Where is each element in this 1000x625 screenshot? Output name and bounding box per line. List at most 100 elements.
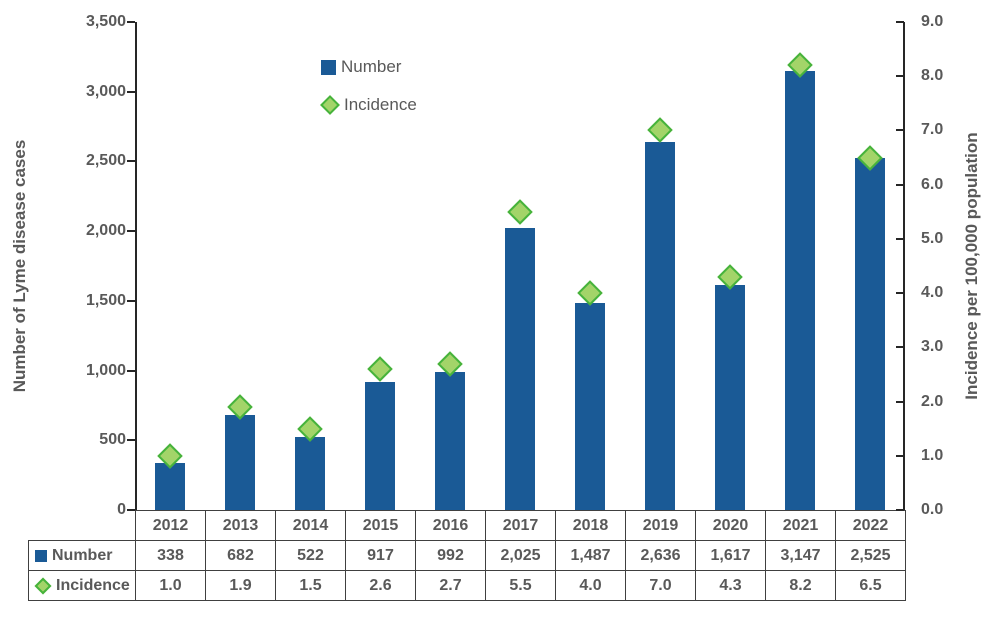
left-axis-tick-label: 0 — [117, 501, 126, 518]
year-header-2019: 2019 — [625, 510, 696, 541]
incidence-cell-2017: 5.5 — [485, 570, 556, 601]
number-cell-2018: 1,487 — [555, 540, 626, 571]
table-row-incidence: Incidence 1.0 1.9 1.5 2.6 2.7 5.5 4.0 7.0 4.3 8.2 6… — [28, 570, 906, 601]
year-header-2014: 2014 — [275, 510, 346, 541]
incidence-marker-2015 — [367, 356, 393, 382]
year-header-2018: 2018 — [555, 510, 626, 541]
legend-label-incidence: Incidence — [344, 95, 417, 114]
incidence-cell-2021: 8.2 — [765, 570, 836, 601]
year-header-2015: 2015 — [345, 510, 416, 541]
bar-2019 — [645, 142, 675, 510]
left-axis-tick-mark — [127, 299, 135, 302]
right-axis-tick-mark — [896, 183, 904, 186]
right-axis-tick-mark — [896, 292, 904, 295]
incidence-series-swatch-icon — [34, 577, 52, 594]
right-axis-tick-label: 8.0 — [921, 67, 944, 85]
right-axis-tick-label: 3.0 — [921, 338, 944, 356]
legend-item-number: Number — [321, 55, 417, 79]
left-axis-tick-mark — [127, 439, 135, 442]
incidence-series-swatch-icon — [320, 95, 340, 115]
number-series-swatch-icon — [35, 549, 47, 562]
bar-2012 — [155, 462, 185, 510]
row-label-inner: Incidence — [29, 577, 135, 595]
left-axis-tick-label: 1,500 — [85, 291, 126, 309]
legend-item-incidence: Incidence — [320, 93, 417, 117]
row-label-incidence: Incidence — [28, 570, 136, 601]
year-header-2013: 2013 — [205, 510, 276, 541]
number-cell-2022: 2,525 — [835, 540, 906, 571]
table-year-row: 2012 2013 2014 2015 2016 2017 2018 2019 2020 2021… — [29, 510, 906, 541]
incidence-marker-2019 — [647, 117, 673, 144]
bar-2016 — [435, 371, 465, 510]
number-cell-2021: 3,147 — [765, 540, 836, 571]
legend: Number Incidence — [320, 55, 417, 131]
legend-label-number: Number — [341, 57, 402, 76]
bar-2021 — [785, 71, 815, 510]
left-axis-tick-mark — [127, 90, 135, 93]
table-row-number: Number 338 682 522 917 992 2,025 1,487 2,636 1,61… — [28, 540, 906, 571]
right-axis-tick-label: 5.0 — [921, 229, 944, 247]
incidence-cell-2018: 4.0 — [555, 570, 626, 601]
row-label-text: Number — [52, 546, 113, 564]
number-series-swatch-icon — [321, 59, 336, 75]
incidence-cell-2012: 1.0 — [135, 570, 206, 601]
left-axis-tick-mark — [127, 369, 135, 372]
incidence-cell-2013: 1.9 — [205, 570, 276, 601]
incidence-cell-2019: 7.0 — [625, 570, 696, 601]
number-cell-2013: 682 — [205, 540, 276, 571]
right-axis-tick-mark — [896, 454, 904, 457]
left-axis-tick-label: 500 — [99, 431, 126, 449]
left-axis-title: Number of Lyme disease cases — [10, 139, 29, 393]
right-axis-tick-label: 7.0 — [921, 121, 944, 139]
number-cell-2020: 1,617 — [695, 540, 766, 571]
left-axis-tick-mark — [127, 230, 135, 233]
right-axis-tick-mark — [896, 21, 904, 23]
number-cell-2017: 2,025 — [485, 540, 556, 571]
bar-2013 — [225, 414, 255, 510]
incidence-cell-2014: 1.5 — [275, 570, 346, 601]
incidence-cell-2020: 4.3 — [695, 570, 766, 601]
row-label-number: Number — [28, 540, 136, 571]
incidence-marker-2017 — [507, 199, 533, 225]
data-table: 2012 2013 2014 2015 2016 2017 2018 2019 2020 2021… — [28, 510, 906, 601]
right-axis-title: Incidence per 100,000 population — [962, 132, 981, 400]
bar-2015 — [365, 382, 395, 510]
left-axis-tick-label: 3,000 — [85, 82, 126, 100]
left-axis-tick-mark — [127, 21, 135, 23]
right-axis-tick-label: 6.0 — [921, 175, 944, 193]
right-axis-tick-label: 2.0 — [921, 392, 944, 410]
right-axis-tick-mark — [896, 509, 904, 511]
year-header-2021: 2021 — [765, 510, 836, 541]
bar-2022 — [855, 157, 885, 510]
left-axis-tick-label: 2,500 — [85, 152, 126, 170]
year-header-2020: 2020 — [695, 510, 766, 541]
right-axis-tick-mark — [896, 129, 904, 132]
bar-2014 — [295, 437, 325, 510]
left-axis-tick-mark — [127, 160, 135, 163]
number-cell-2016: 992 — [415, 540, 486, 571]
right-axis-tick-mark — [896, 75, 904, 78]
incidence-cell-2022: 6.5 — [835, 570, 906, 601]
row-label-inner: Number — [29, 547, 135, 565]
left-axis-tick-label: 3,500 — [85, 13, 126, 30]
incidence-cell-2016: 2.7 — [415, 570, 486, 601]
left-axis-tick-mark — [127, 509, 135, 511]
right-axis-tick-mark — [896, 346, 904, 349]
number-cell-2012: 338 — [135, 540, 206, 571]
right-axis-tick-label: 9.0 — [921, 13, 944, 30]
bar-2017 — [505, 227, 535, 510]
bar-2018 — [575, 302, 605, 510]
left-axis-tick-label: 1,000 — [85, 361, 126, 379]
plot-area: Number Incidence — [135, 22, 905, 510]
right-axis-tick-label: 1.0 — [921, 446, 944, 464]
right-axis-tick-label: 0.0 — [921, 501, 944, 518]
year-header-2017: 2017 — [485, 510, 556, 541]
year-header-2016: 2016 — [415, 510, 486, 541]
year-header-2022: 2022 — [835, 510, 906, 541]
right-axis-tick-mark — [896, 400, 904, 403]
year-header-2012: 2012 — [135, 510, 206, 541]
number-cell-2014: 522 — [275, 540, 346, 571]
number-cell-2019: 2,636 — [625, 540, 696, 571]
bar-2020 — [715, 284, 745, 510]
